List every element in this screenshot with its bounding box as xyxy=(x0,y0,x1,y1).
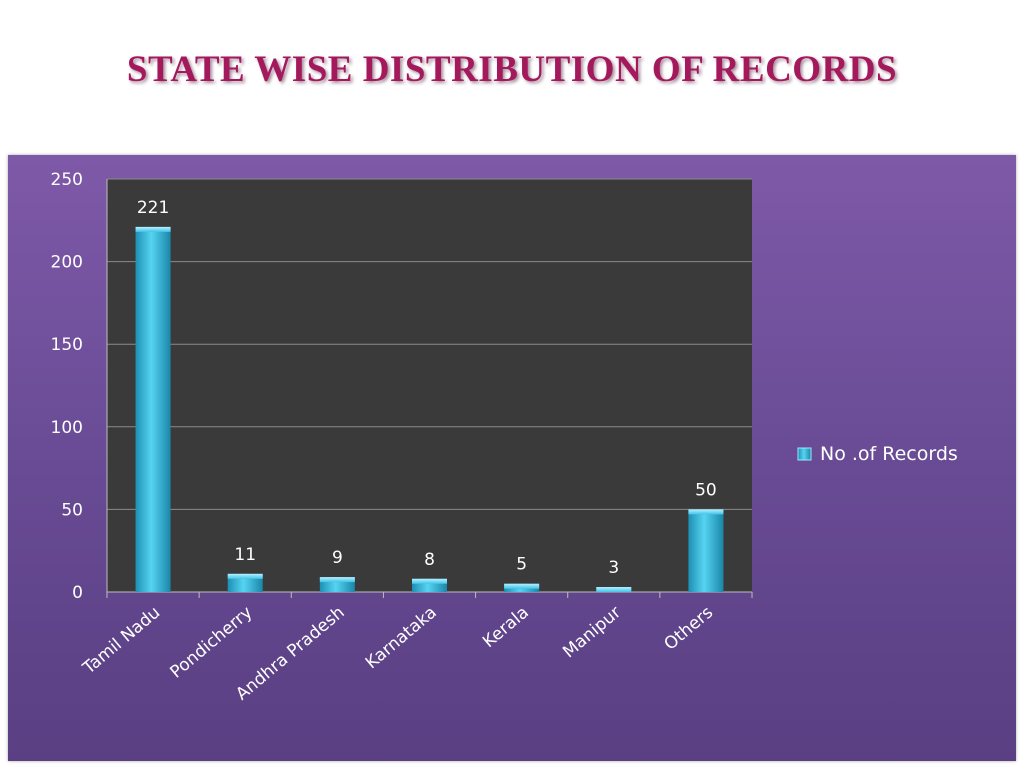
legend-label: No .of Records xyxy=(820,443,958,465)
y-tick-label: 0 xyxy=(72,583,83,603)
bar-top xyxy=(227,573,263,579)
data-label: 3 xyxy=(608,558,619,578)
category-label: Others xyxy=(661,602,718,654)
slide-title: STATE WISE DISTRIBUTION OF RECORDS xyxy=(126,49,898,90)
data-label: 50 xyxy=(695,480,717,500)
y-tick-label: 250 xyxy=(51,170,83,190)
category-label: Pondicherry xyxy=(166,603,256,683)
category-label: Tamil Nadu xyxy=(79,603,165,679)
category-label: Karnataka xyxy=(362,603,441,674)
bar-top xyxy=(688,509,724,515)
y-tick-label: 150 xyxy=(51,335,83,355)
bar-top xyxy=(596,587,632,592)
data-label: 5 xyxy=(516,555,527,575)
bar xyxy=(688,509,724,592)
plot-area xyxy=(107,179,752,592)
bar-top xyxy=(135,226,171,232)
bar-top xyxy=(319,577,355,583)
data-label: 221 xyxy=(137,198,169,218)
y-tick-label: 50 xyxy=(61,500,83,520)
category-label: Kerala xyxy=(479,603,533,653)
data-label: 8 xyxy=(424,550,435,570)
category-label: Manipur xyxy=(559,603,625,663)
bar xyxy=(135,226,171,592)
bar-top xyxy=(411,578,448,584)
y-tick-label: 100 xyxy=(51,418,83,438)
bar-top xyxy=(504,583,540,589)
bar-chart: 0 50 100 150 200 250 221 Tamil Nadu 11 Pondicherr… xyxy=(51,170,958,705)
legend-swatch xyxy=(797,447,812,461)
data-label: 11 xyxy=(234,545,256,565)
y-tick-label: 200 xyxy=(51,253,83,273)
data-label: 9 xyxy=(332,548,343,568)
chart-panel: 0 50 100 150 200 250 221 Tamil Nadu 11 Pondicherr… xyxy=(8,155,1016,761)
